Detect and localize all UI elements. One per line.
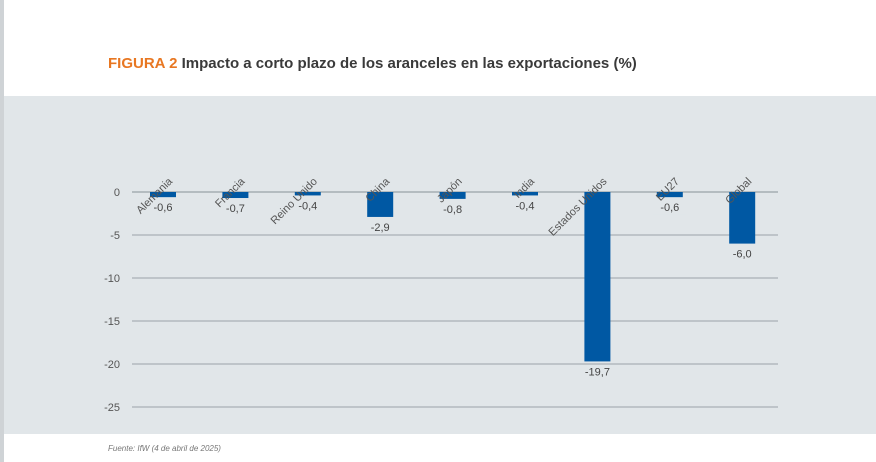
value-label-bg [508,199,542,213]
bar [294,192,321,196]
value-label: -0,7 [226,203,245,215]
source-note: Fuente: IfW (4 de abril de 2025) [108,444,221,453]
bar [729,192,756,244]
y-tick-label: -5 [110,230,120,242]
value-label-bg [725,247,759,261]
category-label: EU27 [654,176,682,204]
category-label: Japón [435,176,465,206]
value-label: -0,4 [516,200,535,212]
bar [439,192,466,199]
figure-title-text: Impacto a corto plazo de los aranceles e… [181,55,637,72]
y-tick-label: -20 [104,359,120,371]
value-label-bg [146,201,180,215]
chart-panel [4,96,876,434]
value-label-bg [577,365,617,379]
bar [222,192,249,199]
value-label: -0,4 [298,200,317,212]
value-label-bg [219,202,252,216]
value-label: -6,0 [733,249,752,261]
value-label: -0,6 [154,202,173,214]
value-label-bg [653,201,687,215]
value-label: -0,6 [660,202,679,214]
value-label: -2,9 [371,222,390,234]
bar [367,192,394,217]
value-label-bg [436,202,469,216]
y-tick-label: -15 [104,316,120,328]
bar [150,192,176,198]
bar [584,192,611,362]
figure-label: FIGURA 2 [108,55,178,72]
bar [512,192,538,196]
bar [656,192,683,198]
value-label: -19,7 [585,366,610,378]
y-tick-label: -25 [104,402,120,414]
category-label: India [512,175,538,201]
left-edge-strip [0,0,4,462]
figure-title: FIGURA 2 Impacto a corto plazo de los ar… [108,55,637,72]
value-label-bg [291,199,325,213]
value-label: -0,8 [443,204,462,216]
y-tick-label: -10 [104,273,120,285]
y-tick-label: 0 [114,187,120,199]
value-label-bg [363,220,397,234]
